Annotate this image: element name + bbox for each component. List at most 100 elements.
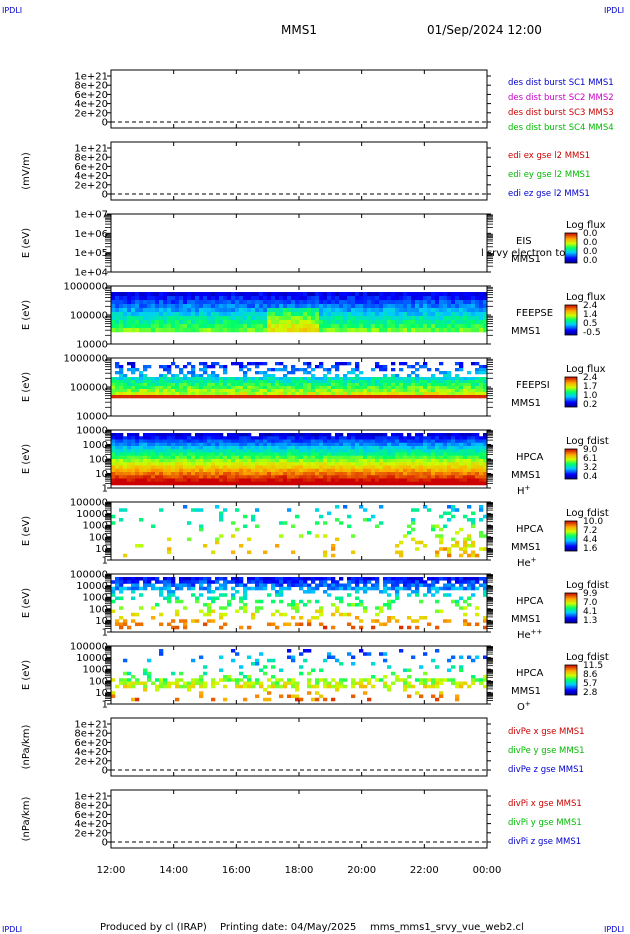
- spectrogram-cell: [291, 371, 296, 375]
- spectrogram-cell: [203, 312, 208, 317]
- spectrogram-cell: [415, 586, 420, 591]
- spectrogram-cell: [467, 455, 472, 460]
- spectrogram-cell: [131, 697, 136, 702]
- spectrogram-cell: [239, 606, 244, 610]
- spectrogram-cell: [199, 362, 204, 366]
- spectrogram-cell: [155, 320, 160, 325]
- spectrogram-cell: [223, 324, 228, 329]
- spectrogram-cell: [191, 439, 196, 444]
- spectrogram-cell: [395, 586, 400, 591]
- spectrogram-cell: [439, 455, 444, 460]
- spectrogram-cell: [407, 675, 412, 679]
- spectrogram-cell: [279, 455, 284, 460]
- spectrogram-cell: [135, 316, 140, 321]
- spectrogram-cell: [167, 681, 172, 686]
- spectrogram-cell: [271, 452, 276, 457]
- spectrogram-cell: [111, 590, 116, 594]
- spectrogram-cell: [195, 392, 200, 396]
- spectrogram-cell: [343, 481, 348, 486]
- spectrogram-cell: [255, 681, 260, 686]
- spectrogram-cell: [299, 472, 304, 476]
- spectrogram-cell: [143, 392, 148, 396]
- spectrogram-cell: [419, 452, 424, 457]
- colorbar-tick-label: 3.2: [583, 463, 597, 473]
- y-tick-label: 10000: [76, 412, 108, 423]
- spectrogram-cell: [195, 459, 200, 463]
- spectrogram-cell: [395, 590, 400, 594]
- y-axis-label: E (eV): [21, 444, 32, 474]
- spectrogram-cell: [343, 478, 348, 483]
- spectrogram-cell: [123, 678, 128, 682]
- spectrogram-cell: [327, 308, 332, 313]
- spectrogram-cell: [187, 688, 192, 692]
- spectrogram-cell: [255, 365, 260, 369]
- spectrogram-cell: [171, 433, 176, 437]
- spectrogram-cell: [167, 550, 172, 555]
- spectrogram-cell: [383, 439, 388, 444]
- spectrogram-cell: [399, 300, 404, 305]
- spectrogram-cell: [455, 544, 460, 548]
- spectrogram-cell: [143, 386, 148, 390]
- spectrogram-cell: [427, 684, 432, 689]
- spectrogram-cell: [447, 449, 452, 453]
- spectrogram-cell: [251, 577, 256, 581]
- spectrogram-cell: [283, 380, 288, 384]
- spectrogram-cell: [271, 320, 276, 325]
- spectrogram-cell: [371, 296, 376, 301]
- spectrogram-cell: [247, 625, 252, 630]
- spectrogram-cell: [279, 472, 284, 476]
- spectrogram-cell: [135, 478, 140, 483]
- spectrogram-cell: [323, 468, 328, 473]
- spectrogram-cell: [211, 599, 216, 604]
- spectrogram-cell: [391, 583, 396, 588]
- spectrogram-cell: [187, 475, 192, 479]
- spectrogram-cell: [435, 580, 440, 584]
- spectrogram-cell: [283, 452, 288, 457]
- spectrogram-cell: [259, 300, 264, 305]
- spectrogram-cell: [367, 383, 372, 387]
- spectrogram-cells: [111, 292, 488, 333]
- spectrogram-cell: [415, 380, 420, 384]
- spectrogram-cell: [323, 436, 328, 440]
- spectrogram-cell: [339, 462, 344, 466]
- spectrogram-cell: [331, 452, 336, 457]
- spectrogram-cell: [435, 681, 440, 686]
- spectrogram-cell: [375, 320, 380, 325]
- spectrogram-cell: [151, 308, 156, 313]
- spectrogram-cell: [327, 449, 332, 453]
- spectrogram-cell: [275, 362, 280, 366]
- spectrogram-cell: [391, 304, 396, 309]
- spectrogram-cell: [315, 324, 320, 329]
- y-tick-label: 10: [95, 616, 108, 627]
- spectrogram-cell: [455, 308, 460, 313]
- spectrogram-cell: [399, 328, 404, 333]
- spectrogram-cell: [159, 328, 164, 333]
- spectrogram-cell: [247, 320, 252, 325]
- spectrogram-cell: [375, 612, 380, 617]
- spectrogram-cell: [435, 324, 440, 329]
- spectrogram-cell: [387, 606, 392, 610]
- spectrogram-cell: [387, 316, 392, 321]
- spectrogram-cell: [459, 316, 464, 321]
- spectrogram-cell: [151, 449, 156, 453]
- spectrogram-cell: [455, 475, 460, 479]
- spectrogram-cell: [415, 395, 420, 399]
- spectrogram-cell: [275, 320, 280, 325]
- spectrogram-cell: [219, 612, 224, 617]
- spectrogram-cell: [323, 442, 328, 447]
- spacecraft-label: MMS1: [511, 614, 541, 625]
- spectrogram-cell: [435, 308, 440, 313]
- spectrogram-cell: [391, 292, 396, 297]
- spectrogram-cell: [295, 433, 300, 437]
- spectrogram-cell: [167, 590, 172, 594]
- spectrogram-cell: [203, 465, 208, 470]
- spectrogram-cell: [295, 697, 300, 702]
- spectrogram-cell: [399, 475, 404, 479]
- y-tick-label: 2e+20: [74, 180, 108, 191]
- spectrogram-cell: [483, 625, 488, 630]
- spectrogram-cell: [315, 521, 320, 525]
- spectrogram-cell: [223, 365, 228, 369]
- spectrogram-cell: [323, 446, 328, 450]
- spectrogram-cell: [479, 459, 484, 463]
- spectrogram-cell: [327, 586, 332, 591]
